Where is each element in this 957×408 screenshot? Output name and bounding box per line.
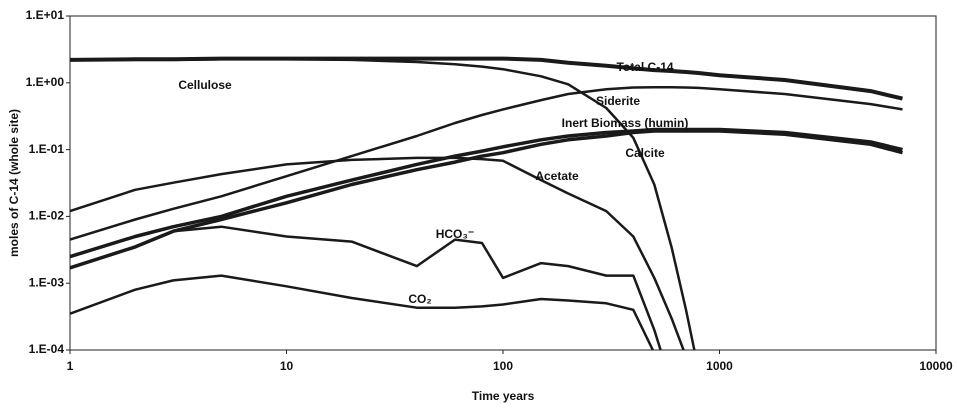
y-tick-label: 1.E-02	[29, 209, 65, 223]
series-line	[70, 85, 903, 241]
series-label: Calcite	[625, 146, 665, 160]
series-line	[70, 274, 655, 350]
x-tick-label: 1	[67, 359, 74, 373]
series-label: Acetate	[535, 169, 579, 183]
x-axis-label: Time years	[472, 389, 535, 403]
x-tick-label: 100	[493, 359, 513, 373]
y-tick-label: 1.E-04	[29, 342, 65, 356]
series-line	[70, 58, 696, 350]
x-tick-label: 1000	[706, 359, 733, 373]
x-tick-label: 10	[280, 359, 294, 373]
x-tick-label: 10000	[919, 359, 953, 373]
series-label: Siderite	[596, 94, 640, 108]
series-label: HCO₃⁻	[436, 227, 475, 241]
plot-frame	[69, 15, 937, 351]
y-tick-label: 1.E+01	[26, 8, 65, 22]
series-line	[70, 156, 685, 350]
y-tick-label: 1.E-03	[29, 275, 65, 289]
series-line	[70, 225, 662, 350]
series-label: Cellulose	[178, 78, 232, 92]
plot-area	[70, 56, 903, 350]
series-label: Total C-14	[616, 60, 673, 74]
series-line	[70, 127, 903, 259]
y-tick-label: 1.E+00	[26, 75, 65, 89]
series-line	[70, 129, 903, 270]
y-axis-label: moles of C-14 (whole site)	[7, 109, 21, 257]
series-label: Inert Biomass (humin)	[562, 116, 689, 130]
series-label: CO₂	[408, 292, 431, 306]
y-tick-label: 1.E-01	[29, 142, 65, 156]
